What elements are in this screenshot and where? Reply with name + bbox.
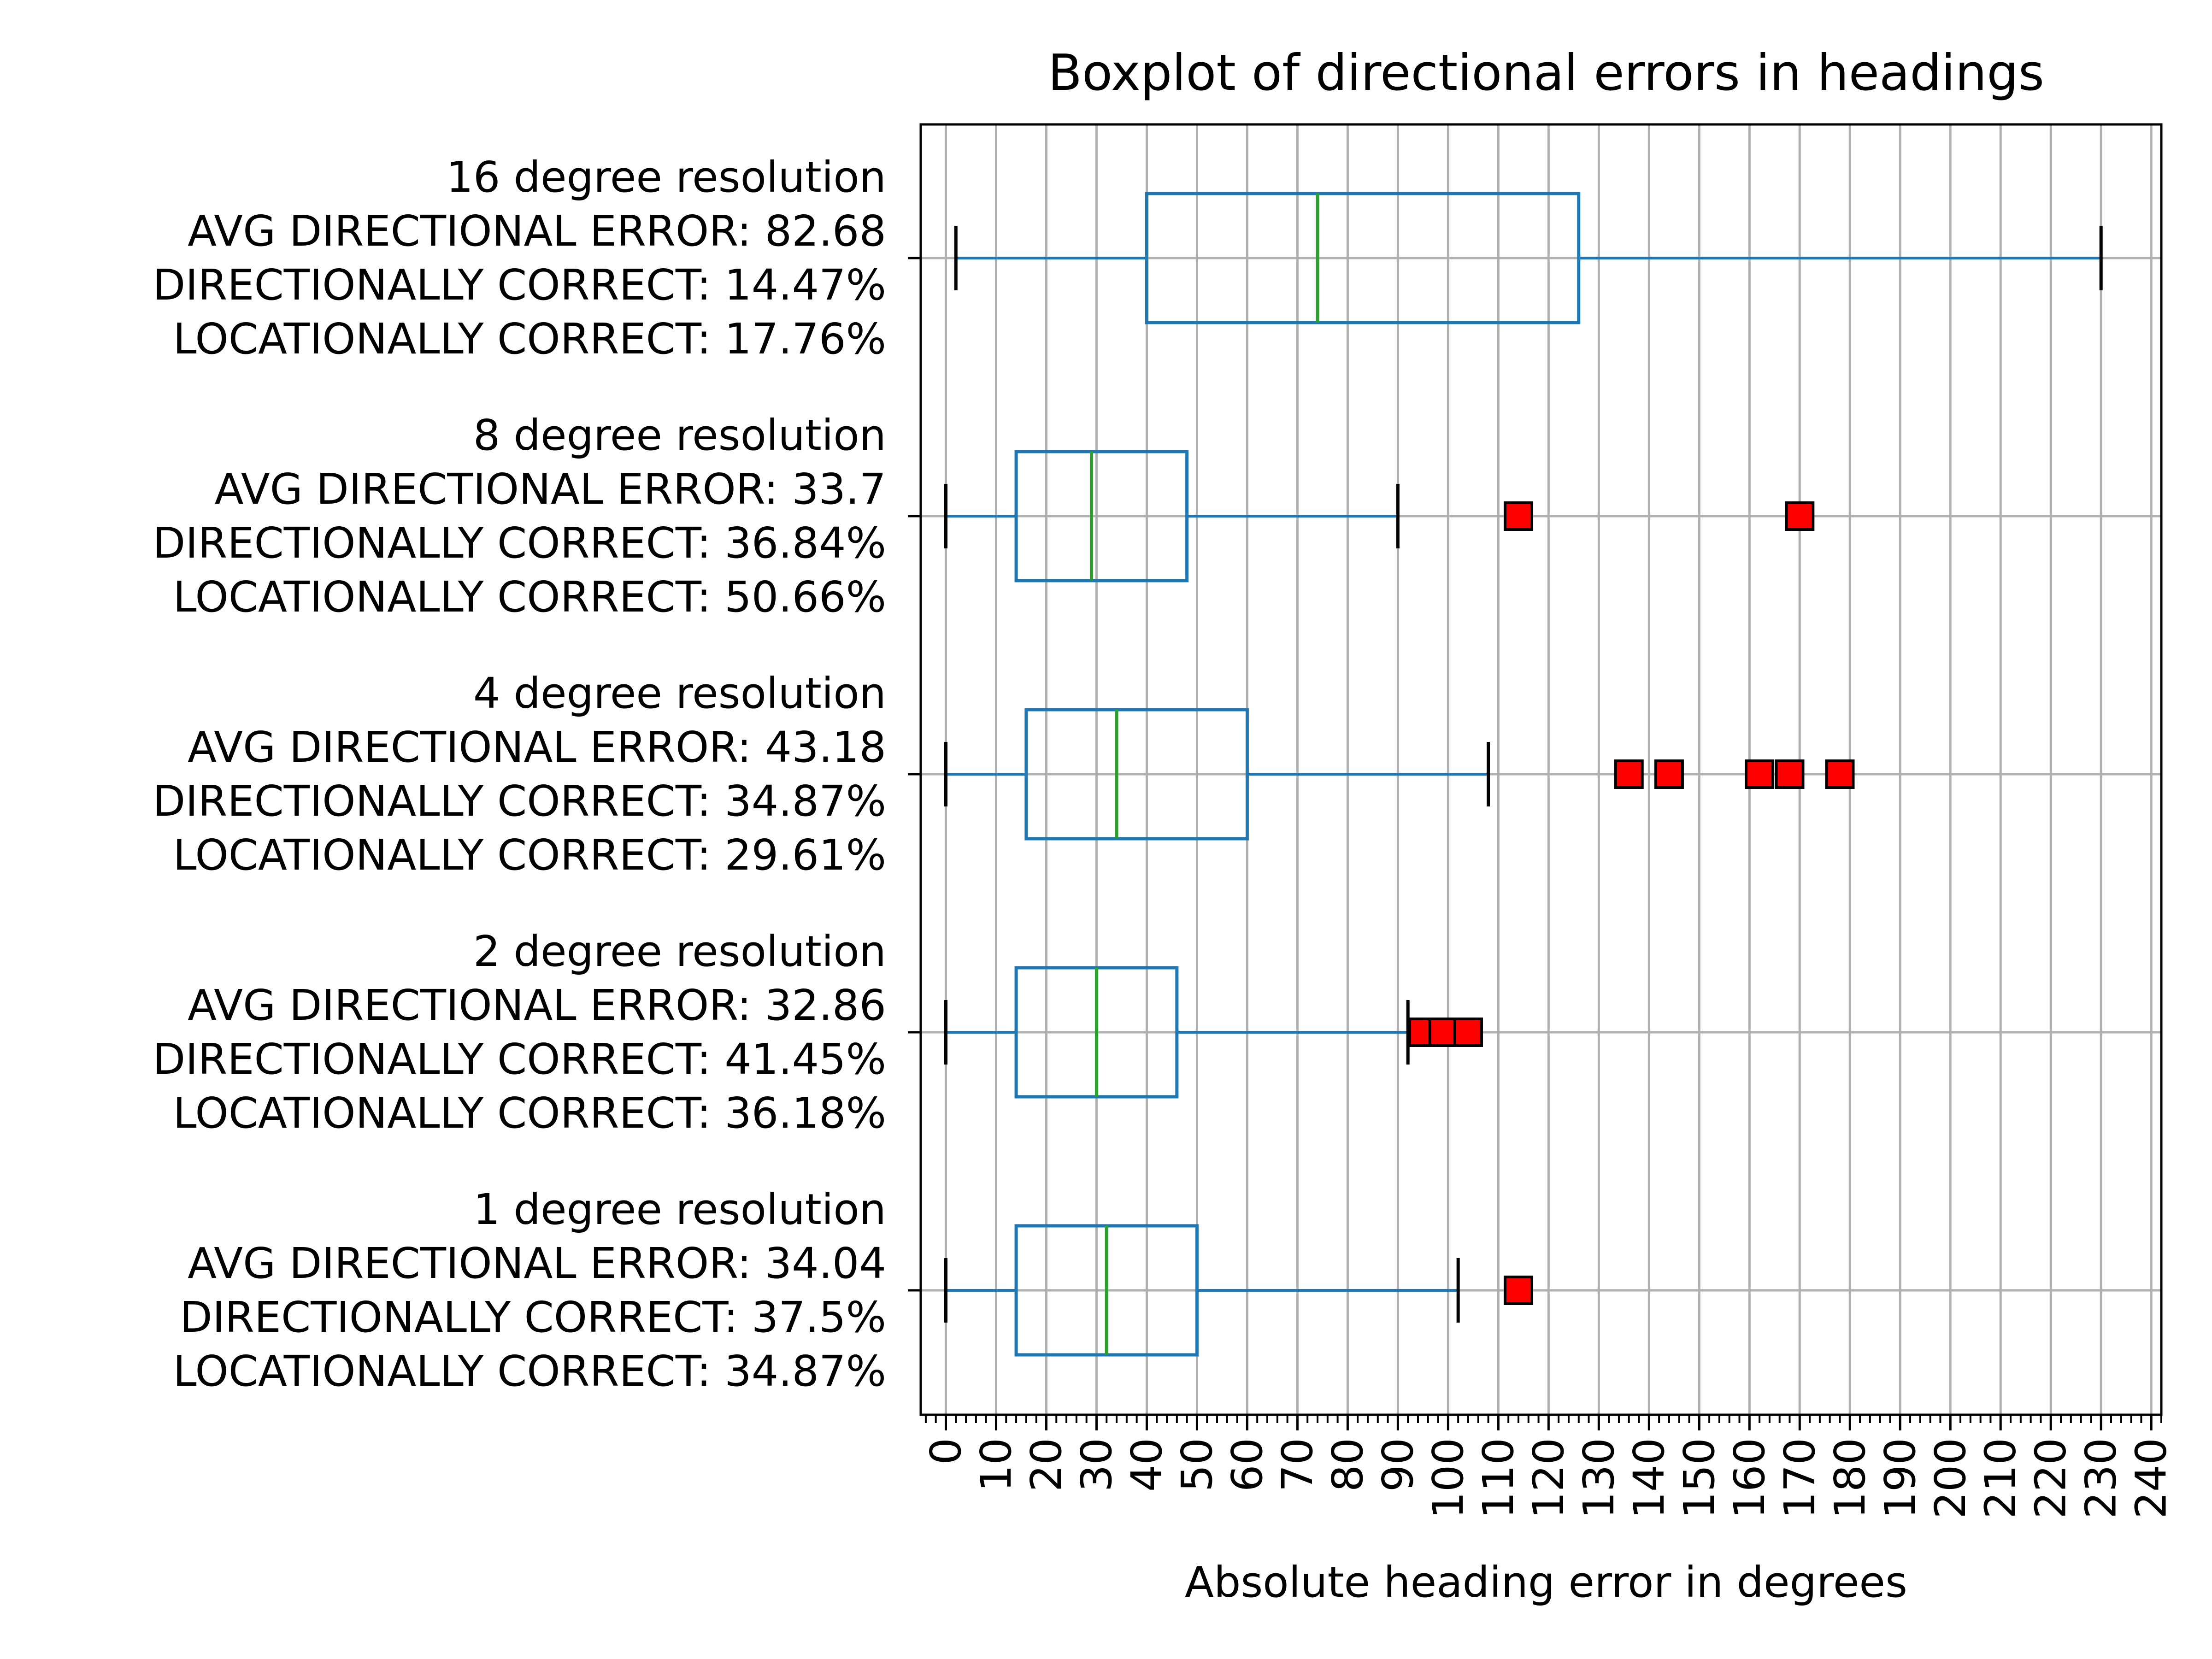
category-label-line: 2 degree resolution — [473, 927, 886, 976]
x-tick-label: 10 — [971, 1438, 1021, 1492]
category-label-line: LOCATIONALLY CORRECT: 50.66% — [173, 572, 886, 622]
outlier-marker — [1614, 759, 1644, 789]
box-iqr — [1014, 450, 1189, 582]
category-label-line: DIRECTIONALLY CORRECT: 34.87% — [153, 777, 887, 826]
plot-area — [944, 192, 2103, 1357]
x-tick-label: 30 — [1072, 1438, 1121, 1492]
outlier-marker — [1503, 501, 1533, 531]
x-tick-label: 170 — [1775, 1438, 1824, 1519]
box-group — [944, 450, 1815, 582]
category-label-line: DIRECTIONALLY CORRECT: 14.47% — [153, 260, 887, 310]
outlier-marker — [1785, 501, 1815, 531]
x-tick-label: 70 — [1273, 1438, 1322, 1492]
outlier-marker — [1453, 1018, 1483, 1047]
box-iqr — [1145, 192, 1581, 324]
category-label-line: AVG DIRECTIONAL ERROR: 43.18 — [188, 723, 886, 772]
category-label-line: LOCATIONALLY CORRECT: 34.87% — [173, 1347, 886, 1396]
x-tick-label: 150 — [1675, 1438, 1724, 1519]
x-tick-label: 110 — [1474, 1438, 1523, 1519]
category-label-line: LOCATIONALLY CORRECT: 36.18% — [173, 1088, 886, 1138]
category-label-line: DIRECTIONALLY CORRECT: 36.84% — [153, 518, 887, 568]
x-tick-label: 0 — [921, 1438, 971, 1465]
x-tick-label: 230 — [2077, 1438, 2126, 1519]
x-tick-label: 160 — [1725, 1438, 1774, 1519]
category-label-line: AVG DIRECTIONAL ERROR: 32.86 — [188, 981, 886, 1030]
chart-title: Boxplot of directional errors in heading… — [1048, 44, 2044, 102]
category-label: 1 degree resolution AVG DIRECTIONAL ERROR… — [173, 1185, 886, 1396]
category-label: 2 degree resolution AVG DIRECTIONAL ERROR… — [153, 927, 887, 1138]
category-label-line: LOCATIONALLY CORRECT: 29.61% — [173, 830, 886, 880]
outlier-marker — [1745, 759, 1775, 789]
x-axis-ticks: 0 10 20 30 40 50 60 70 80 90 100 110 120 130 140 150 160… — [908, 257, 2176, 1519]
x-tick-label: 40 — [1122, 1438, 1171, 1492]
axes-frame — [919, 123, 2163, 1416]
x-tick-label: 180 — [1825, 1438, 1875, 1519]
outlier-marker — [1503, 1276, 1533, 1305]
box-iqr — [1024, 708, 1249, 841]
category-label-line: 8 degree resolution — [473, 411, 886, 460]
category-label: 16 degree resolution AVG DIRECTIONAL ERRO… — [153, 153, 887, 364]
category-label-line: 4 degree resolution — [473, 669, 886, 718]
outlier-marker — [1775, 759, 1805, 789]
x-tick-label: 140 — [1624, 1438, 1674, 1519]
x-tick-label: 130 — [1574, 1438, 1624, 1519]
outlier-marker — [1428, 1018, 1458, 1047]
category-label-line: AVG DIRECTIONAL ERROR: 33.7 — [215, 465, 886, 514]
category-label-line: 1 degree resolution — [473, 1185, 886, 1234]
category-label-line: AVG DIRECTIONAL ERROR: 34.04 — [188, 1239, 886, 1288]
x-tick-label: 60 — [1223, 1438, 1272, 1492]
outlier-marker — [1825, 759, 1855, 789]
x-tick-label: 240 — [2127, 1438, 2176, 1519]
category-label: 4 degree resolution AVG DIRECTIONAL ERROR… — [153, 669, 887, 880]
box-group — [944, 966, 1483, 1099]
y-axis-category-labels: 16 degree resolution AVG DIRECTIONAL ERRO… — [153, 153, 887, 1396]
x-tick-label: 220 — [2026, 1438, 2076, 1519]
box-group — [944, 708, 1855, 841]
x-axis-label: Absolute heading error in degrees — [1185, 1558, 1907, 1607]
box-group — [944, 1224, 1533, 1357]
x-tick-label: 80 — [1323, 1438, 1372, 1492]
category-label-line: 16 degree resolution — [446, 153, 886, 202]
x-tick-label: 210 — [1976, 1438, 2025, 1519]
category-label-line: DIRECTIONALLY CORRECT: 41.45% — [153, 1035, 887, 1084]
x-tick-label: 20 — [1022, 1438, 1071, 1492]
x-tick-label: 120 — [1524, 1438, 1573, 1519]
x-tick-label: 100 — [1424, 1438, 1473, 1519]
box-group — [954, 192, 2103, 324]
category-label-line: DIRECTIONALLY CORRECT: 37.5% — [180, 1293, 886, 1342]
x-tick-label: 90 — [1373, 1438, 1423, 1492]
category-label-line: AVG DIRECTIONAL ERROR: 82.68 — [188, 206, 886, 256]
x-tick-label: 200 — [1926, 1438, 1975, 1519]
x-tick-label: 190 — [1876, 1438, 1925, 1519]
category-label: 8 degree resolution AVG DIRECTIONAL ERROR… — [153, 411, 887, 622]
outlier-marker — [1654, 759, 1684, 789]
x-tick-label: 50 — [1172, 1438, 1222, 1492]
category-label-line: LOCATIONALLY CORRECT: 17.76% — [173, 314, 886, 364]
